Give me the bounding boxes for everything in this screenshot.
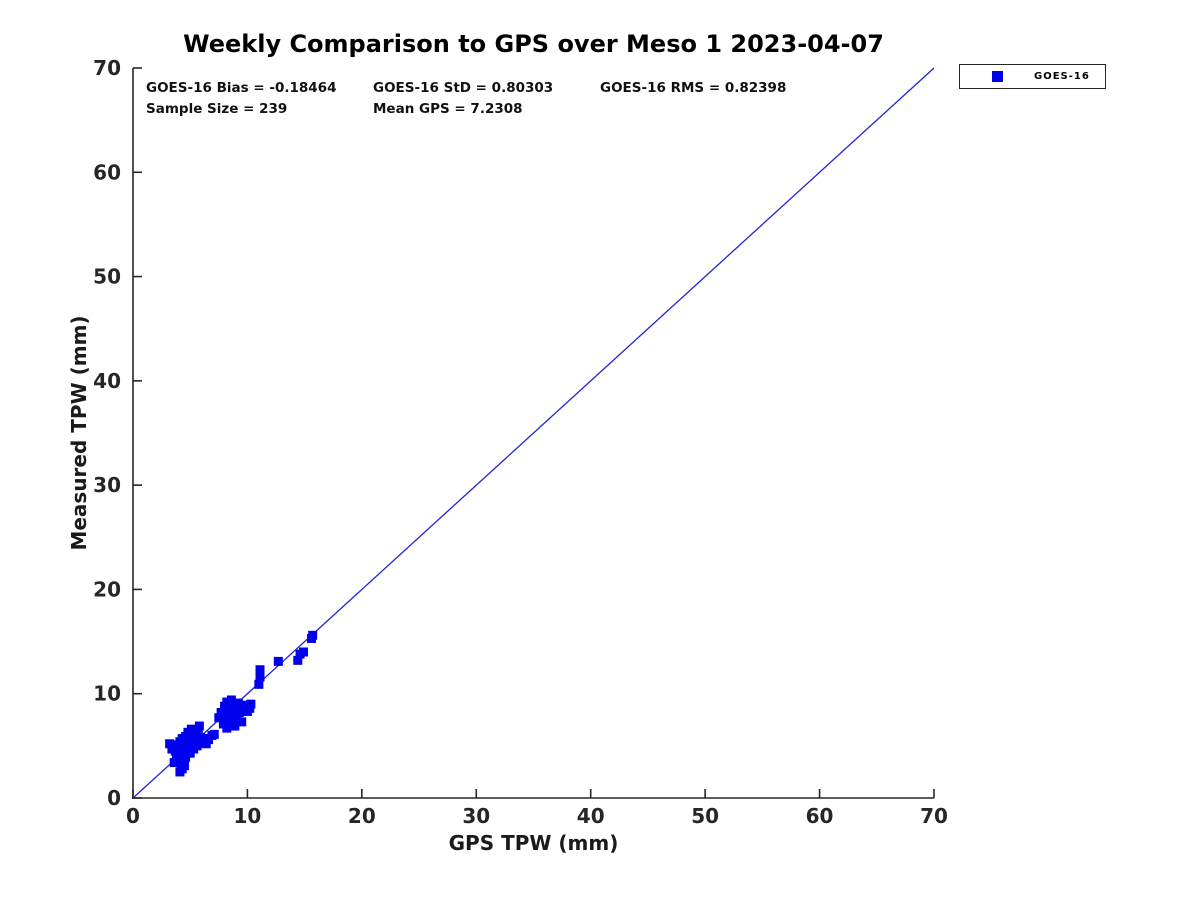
chart-title: Weekly Comparison to GPS over Meso 1 202… xyxy=(183,30,884,58)
data-point xyxy=(192,741,202,751)
y-tick-label: 50 xyxy=(93,265,121,289)
scatter-series-goes16 xyxy=(165,630,318,777)
x-tick-label: 50 xyxy=(691,804,719,828)
data-point xyxy=(222,697,232,707)
data-point xyxy=(174,743,184,753)
data-point xyxy=(194,721,204,731)
data-point xyxy=(228,711,238,721)
x-tick-label: 70 xyxy=(920,804,948,828)
x-tick-label: 40 xyxy=(577,804,605,828)
data-point xyxy=(179,761,189,771)
data-point xyxy=(185,734,195,744)
legend-marker-square xyxy=(992,71,1003,82)
data-point xyxy=(222,723,232,733)
data-point xyxy=(308,630,318,640)
data-point xyxy=(199,734,209,744)
data-point xyxy=(230,721,240,731)
stat-bias: GOES-16 Bias = -0.18464 xyxy=(146,80,337,96)
data-point xyxy=(214,713,224,723)
legend: GOES-16 xyxy=(959,64,1106,89)
x-tick-label: 20 xyxy=(348,804,376,828)
data-point xyxy=(229,699,239,709)
y-tick-label: 20 xyxy=(93,577,121,601)
data-point xyxy=(232,713,242,723)
y-axis: 0 10 20 30 40 50 60 70 xyxy=(93,56,142,810)
y-tick-label: 10 xyxy=(93,682,121,706)
y-tick-label: 40 xyxy=(93,369,121,393)
data-point xyxy=(246,699,256,709)
data-point xyxy=(193,726,203,736)
x-axis: 0 10 20 30 40 50 60 70 xyxy=(126,789,948,828)
x-axis-label: GPS TPW (mm) xyxy=(449,831,619,855)
y-tick-label: 0 xyxy=(107,786,121,810)
data-point xyxy=(209,729,219,739)
data-point xyxy=(225,716,235,726)
x-tick-label: 0 xyxy=(126,804,140,828)
data-point xyxy=(240,700,250,710)
x-tick-label: 60 xyxy=(806,804,834,828)
data-point xyxy=(293,655,303,665)
y-tick-label: 60 xyxy=(93,160,121,184)
data-point xyxy=(171,754,181,764)
y-tick-label: 70 xyxy=(93,56,121,80)
data-point xyxy=(237,717,247,727)
y-axis-label: Measured TPW (mm) xyxy=(67,315,91,550)
stat-mean-gps: Mean GPS = 7.2308 xyxy=(373,101,523,117)
data-point xyxy=(216,707,226,717)
data-point xyxy=(254,679,264,689)
data-point xyxy=(178,750,188,760)
data-point xyxy=(255,665,265,675)
data-point xyxy=(298,647,308,657)
data-point xyxy=(186,724,196,734)
data-point xyxy=(191,736,201,746)
data-point xyxy=(221,714,231,724)
stat-sample-size: Sample Size = 239 xyxy=(146,101,288,117)
data-point xyxy=(255,672,265,682)
stat-rms: GOES-16 RMS = 0.82398 xyxy=(600,80,787,96)
legend-label: GOES-16 xyxy=(1034,71,1090,82)
data-point xyxy=(273,656,283,666)
identity-line xyxy=(132,67,935,799)
stat-std: GOES-16 StD = 0.80303 xyxy=(373,80,554,96)
y-tick-label: 30 xyxy=(93,473,121,497)
x-tick-label: 10 xyxy=(234,804,262,828)
x-tick-label: 30 xyxy=(462,804,490,828)
